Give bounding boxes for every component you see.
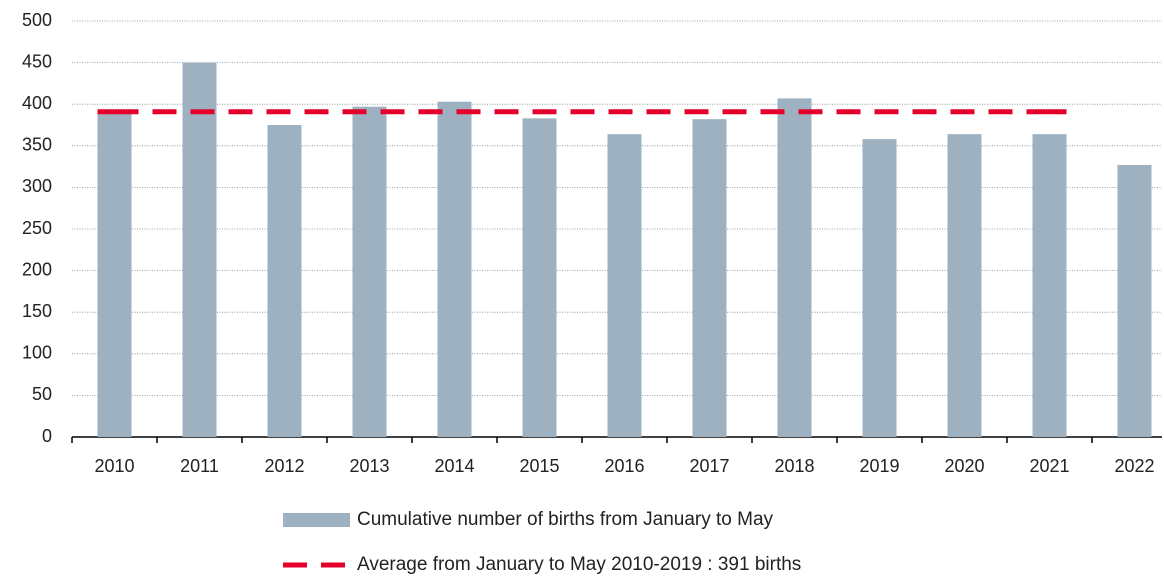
bar (522, 118, 557, 438)
y-tick-label: 350 (22, 135, 52, 155)
legend-label: Cumulative number of births from January… (357, 509, 774, 530)
x-tick-label: 2013 (349, 456, 389, 476)
y-tick-label: 450 (22, 51, 52, 71)
x-tick-label: 2016 (604, 456, 644, 476)
bar (947, 134, 982, 438)
bar (437, 101, 472, 437)
x-tick-label: 2021 (1029, 456, 1069, 476)
bar (97, 113, 132, 438)
x-tick-label: 2014 (434, 456, 474, 476)
bar (692, 119, 727, 438)
x-tick-label: 2017 (689, 456, 729, 476)
bar (862, 139, 897, 438)
y-tick-label: 50 (32, 384, 52, 404)
y-tick-label: 0 (42, 426, 52, 446)
x-tick-label: 2019 (859, 456, 899, 476)
bar (607, 134, 642, 438)
x-tick-label: 2018 (774, 456, 814, 476)
y-tick-label: 500 (22, 10, 52, 30)
bar (267, 125, 302, 437)
bar (1032, 134, 1067, 438)
y-tick-label: 150 (22, 301, 52, 321)
x-tick-label: 2011 (180, 456, 219, 476)
y-tick-label: 100 (22, 343, 52, 363)
legend-label: Average from January to May 2010-2019 : … (357, 554, 801, 575)
bar (1117, 164, 1152, 437)
x-tick-label: 2010 (94, 456, 134, 476)
x-tick-label: 2012 (264, 456, 304, 476)
y-tick-label: 200 (22, 259, 52, 279)
x-tick-label: 2015 (519, 456, 559, 476)
bar (182, 62, 217, 437)
y-tick-label: 300 (22, 176, 52, 196)
legend-swatch (283, 513, 350, 527)
x-tick-label: 2020 (944, 456, 984, 476)
y-tick-label: 250 (22, 218, 52, 238)
bar (777, 98, 812, 437)
bar (352, 106, 387, 438)
y-tick-label: 400 (22, 93, 52, 113)
x-tick-label: 2022 (1114, 456, 1154, 476)
